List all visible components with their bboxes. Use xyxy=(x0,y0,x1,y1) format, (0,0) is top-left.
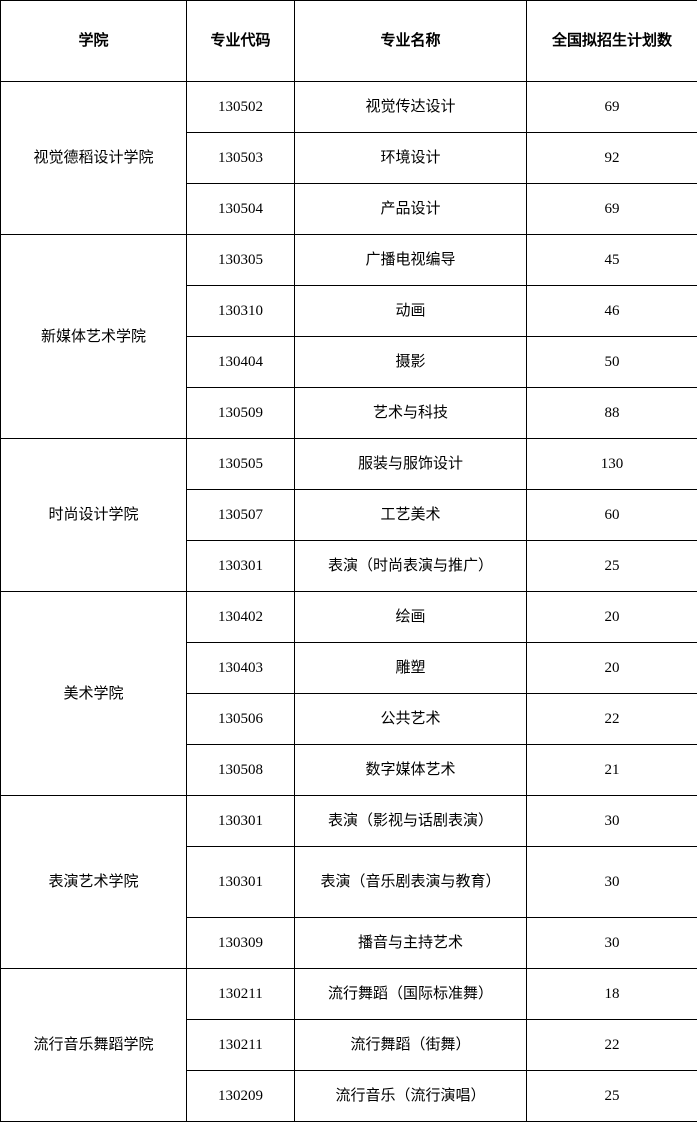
cell-code: 130509 xyxy=(187,388,295,439)
cell-major: 服装与服饰设计 xyxy=(295,439,527,490)
header-code: 专业代码 xyxy=(187,1,295,82)
cell-major: 绘画 xyxy=(295,592,527,643)
cell-plan: 20 xyxy=(527,643,697,694)
cell-plan: 22 xyxy=(527,694,697,745)
cell-code: 130211 xyxy=(187,1020,295,1071)
cell-code: 130305 xyxy=(187,235,295,286)
cell-college: 时尚设计学院 xyxy=(1,439,187,592)
cell-college: 流行音乐舞蹈学院 xyxy=(1,969,187,1122)
cell-plan: 20 xyxy=(527,592,697,643)
cell-major: 雕塑 xyxy=(295,643,527,694)
cell-plan: 45 xyxy=(527,235,697,286)
cell-code: 130310 xyxy=(187,286,295,337)
cell-plan: 30 xyxy=(527,918,697,969)
cell-college: 视觉德稻设计学院 xyxy=(1,82,187,235)
cell-plan: 92 xyxy=(527,133,697,184)
cell-major: 流行音乐（流行演唱） xyxy=(295,1071,527,1122)
cell-code: 130402 xyxy=(187,592,295,643)
cell-major: 视觉传达设计 xyxy=(295,82,527,133)
cell-college: 新媒体艺术学院 xyxy=(1,235,187,439)
cell-major: 工艺美术 xyxy=(295,490,527,541)
cell-major: 艺术与科技 xyxy=(295,388,527,439)
cell-code: 130209 xyxy=(187,1071,295,1122)
cell-major: 表演（影视与话剧表演） xyxy=(295,796,527,847)
cell-plan: 46 xyxy=(527,286,697,337)
cell-college: 美术学院 xyxy=(1,592,187,796)
cell-code: 130403 xyxy=(187,643,295,694)
cell-code: 130301 xyxy=(187,847,295,918)
cell-code: 130504 xyxy=(187,184,295,235)
table-row: 新媒体艺术学院130305广播电视编导45 xyxy=(1,235,697,286)
cell-plan: 130 xyxy=(527,439,697,490)
cell-major: 表演（时尚表演与推广） xyxy=(295,541,527,592)
cell-major: 表演（音乐剧表演与教育） xyxy=(295,847,527,918)
cell-code: 130508 xyxy=(187,745,295,796)
cell-plan: 18 xyxy=(527,969,697,1020)
cell-code: 130301 xyxy=(187,541,295,592)
cell-major: 流行舞蹈（国际标准舞） xyxy=(295,969,527,1020)
table-row: 流行音乐舞蹈学院130211流行舞蹈（国际标准舞）18 xyxy=(1,969,697,1020)
table-row: 表演艺术学院130301表演（影视与话剧表演）30 xyxy=(1,796,697,847)
cell-plan: 21 xyxy=(527,745,697,796)
cell-plan: 25 xyxy=(527,541,697,592)
table-row: 视觉德稻设计学院130502视觉传达设计69 xyxy=(1,82,697,133)
cell-code: 130505 xyxy=(187,439,295,490)
cell-plan: 30 xyxy=(527,847,697,918)
cell-plan: 30 xyxy=(527,796,697,847)
cell-code: 130507 xyxy=(187,490,295,541)
cell-code: 130211 xyxy=(187,969,295,1020)
cell-plan: 60 xyxy=(527,490,697,541)
cell-code: 130502 xyxy=(187,82,295,133)
cell-code: 130404 xyxy=(187,337,295,388)
cell-major: 产品设计 xyxy=(295,184,527,235)
table-header-row: 学院 专业代码 专业名称 全国拟招生计划数 xyxy=(1,1,697,82)
header-plan: 全国拟招生计划数 xyxy=(527,1,697,82)
cell-plan: 25 xyxy=(527,1071,697,1122)
table-row: 美术学院130402绘画20 xyxy=(1,592,697,643)
cell-code: 130506 xyxy=(187,694,295,745)
cell-plan: 69 xyxy=(527,184,697,235)
cell-major: 摄影 xyxy=(295,337,527,388)
cell-major: 环境设计 xyxy=(295,133,527,184)
cell-major: 广播电视编导 xyxy=(295,235,527,286)
header-major: 专业名称 xyxy=(295,1,527,82)
table-body: 视觉德稻设计学院130502视觉传达设计69130503环境设计92130504… xyxy=(1,82,697,1122)
cell-major: 公共艺术 xyxy=(295,694,527,745)
header-college: 学院 xyxy=(1,1,187,82)
admissions-table: 学院 专业代码 专业名称 全国拟招生计划数 视觉德稻设计学院130502视觉传达… xyxy=(0,0,697,1122)
cell-plan: 69 xyxy=(527,82,697,133)
cell-major: 播音与主持艺术 xyxy=(295,918,527,969)
cell-code: 130309 xyxy=(187,918,295,969)
cell-major: 动画 xyxy=(295,286,527,337)
cell-plan: 22 xyxy=(527,1020,697,1071)
cell-code: 130301 xyxy=(187,796,295,847)
cell-major: 数字媒体艺术 xyxy=(295,745,527,796)
cell-code: 130503 xyxy=(187,133,295,184)
cell-plan: 50 xyxy=(527,337,697,388)
cell-plan: 88 xyxy=(527,388,697,439)
table-row: 时尚设计学院130505服装与服饰设计130 xyxy=(1,439,697,490)
cell-major: 流行舞蹈（街舞） xyxy=(295,1020,527,1071)
cell-college: 表演艺术学院 xyxy=(1,796,187,969)
